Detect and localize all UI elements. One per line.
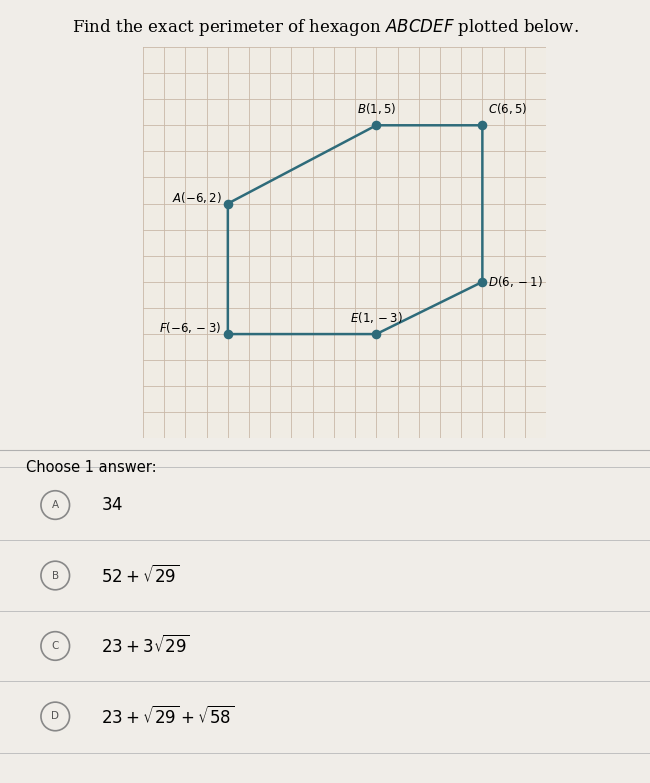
Text: Find the exact perimeter of hexagon $\mathit{ABCDEF}$ plotted below.: Find the exact perimeter of hexagon $\ma… [72,17,578,38]
Point [371,328,382,341]
Point [223,197,233,210]
Text: A: A [52,500,58,510]
Point [477,119,488,132]
Text: $E(1,-3)$: $E(1,-3)$ [350,310,403,325]
Point [371,119,382,132]
Text: Choose 1 answer:: Choose 1 answer: [26,460,157,474]
Point [477,276,488,288]
Text: $A(-6,2)$: $A(-6,2)$ [172,189,222,204]
Text: $C(6,5)$: $C(6,5)$ [488,101,527,116]
Text: B: B [52,571,58,580]
Text: $B(1,5)$: $B(1,5)$ [357,101,396,116]
Text: $D(6,-1)$: $D(6,-1)$ [488,274,542,290]
Text: $23 + 3\sqrt{29}$: $23 + 3\sqrt{29}$ [101,635,190,657]
Text: D: D [51,712,59,721]
Text: $34$: $34$ [101,496,123,514]
Text: $23 + \sqrt{29} + \sqrt{58}$: $23 + \sqrt{29} + \sqrt{58}$ [101,705,235,727]
Text: $52 + \sqrt{29}$: $52 + \sqrt{29}$ [101,565,179,586]
Text: C: C [51,641,59,651]
Point [223,328,233,341]
Text: $F(-6,-3)$: $F(-6,-3)$ [159,320,222,335]
